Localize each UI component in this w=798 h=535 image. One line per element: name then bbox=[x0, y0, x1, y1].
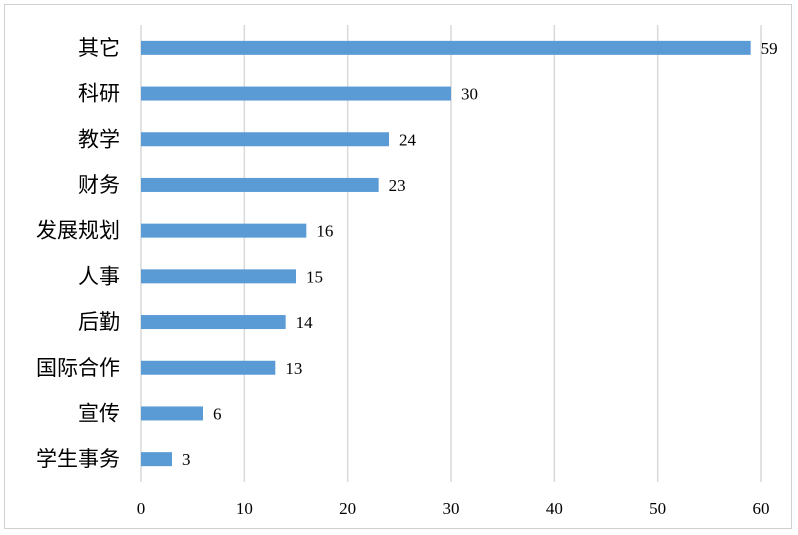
x-tick-label: 50 bbox=[649, 499, 666, 518]
x-tick-label: 30 bbox=[443, 499, 460, 518]
data-label: 15 bbox=[306, 267, 323, 286]
category-label: 其它 bbox=[78, 36, 120, 60]
x-tick-label: 60 bbox=[753, 499, 770, 518]
data-label: 14 bbox=[296, 313, 314, 332]
data-label: 16 bbox=[316, 222, 333, 241]
category-label: 宣传 bbox=[78, 401, 120, 425]
data-label: 23 bbox=[389, 176, 406, 195]
category-label: 学生事务 bbox=[36, 447, 120, 471]
bar bbox=[141, 315, 286, 330]
data-label: 59 bbox=[761, 39, 778, 58]
bar bbox=[141, 360, 276, 375]
x-tick-label: 40 bbox=[546, 499, 563, 518]
data-labels: 59 30 24 23 16 15 14 13 6 3 bbox=[182, 39, 778, 469]
bar bbox=[141, 452, 172, 467]
bar bbox=[141, 40, 751, 55]
data-label: 3 bbox=[182, 450, 191, 469]
gridlines bbox=[140, 25, 762, 482]
x-tick-label: 0 bbox=[137, 499, 146, 518]
data-label: 6 bbox=[213, 404, 222, 423]
data-label: 24 bbox=[399, 130, 417, 149]
category-label: 科研 bbox=[78, 82, 120, 106]
category-label: 发展规划 bbox=[36, 219, 120, 243]
x-tick-labels: 0 10 20 30 40 50 60 bbox=[137, 499, 770, 518]
bars bbox=[141, 40, 751, 467]
category-label: 国际合作 bbox=[36, 356, 120, 380]
bar bbox=[141, 406, 203, 421]
category-label: 后勤 bbox=[78, 310, 120, 334]
bar bbox=[141, 86, 451, 101]
bar bbox=[141, 177, 379, 192]
bar bbox=[141, 269, 296, 284]
data-label: 30 bbox=[461, 85, 478, 104]
category-label: 财务 bbox=[78, 173, 120, 197]
x-tick-label: 10 bbox=[236, 499, 253, 518]
category-label: 人事 bbox=[78, 264, 120, 288]
x-tick-label: 20 bbox=[339, 499, 356, 518]
data-label: 13 bbox=[285, 359, 302, 378]
bar bbox=[141, 223, 307, 238]
category-label: 教学 bbox=[78, 127, 120, 151]
bar bbox=[141, 132, 389, 147]
